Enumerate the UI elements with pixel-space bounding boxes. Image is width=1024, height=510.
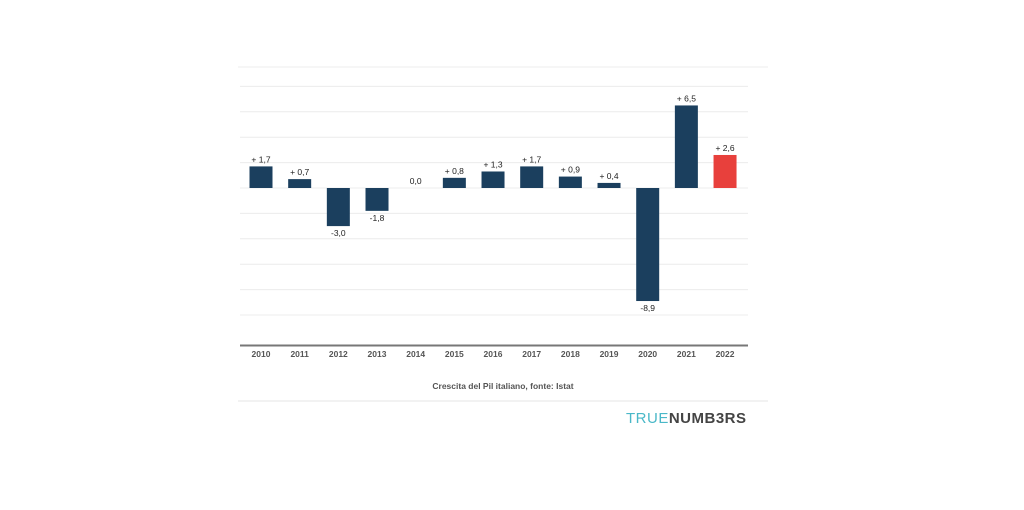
x-tick-2015: 2015 (445, 349, 464, 359)
x-tick-2010: 2010 (252, 349, 271, 359)
data-label-2017: + 1,7 (522, 154, 541, 164)
data-label-2014: 0,0 (410, 176, 422, 186)
truenumbers-logo: TRUENUMB3RS (626, 410, 747, 427)
bar-2013 (365, 188, 389, 211)
x-tick-2020: 2020 (638, 349, 657, 359)
data-label-2013: -1,8 (370, 213, 385, 223)
bar-2018 (558, 176, 582, 188)
data-label-2012: -3,0 (331, 228, 346, 238)
bar-2021 (674, 105, 698, 188)
x-tick-2016: 2016 (484, 349, 503, 359)
data-label-2011: + 0,7 (290, 167, 309, 177)
data-label-2019: + 0,4 (599, 171, 618, 181)
x-tick-2022: 2022 (716, 349, 735, 359)
x-tick-2012: 2012 (329, 349, 348, 359)
bar-2015 (442, 177, 466, 188)
x-tick-2018: 2018 (561, 349, 580, 359)
bar-2010 (249, 166, 273, 188)
x-tick-2019: 2019 (600, 349, 619, 359)
x-tick-2017: 2017 (522, 349, 541, 359)
bar-2019 (597, 182, 621, 188)
bar-2022 (713, 154, 737, 188)
x-tick-2014: 2014 (406, 349, 425, 359)
chart-caption: Crescita del Pil italiano, fonte: Istat (432, 381, 574, 391)
data-label-2015: + 0,8 (445, 166, 464, 176)
bar-2020 (636, 188, 660, 302)
data-label-2018: + 0,9 (561, 165, 580, 175)
data-label-2022: + 2,6 (715, 143, 734, 153)
x-tick-2013: 2013 (368, 349, 387, 359)
x-tick-2011: 2011 (290, 349, 309, 359)
data-label-2016: + 1,3 (483, 159, 502, 169)
bar-2017 (520, 166, 544, 188)
bar-2012 (326, 188, 350, 227)
data-label-2021: + 6,5 (677, 93, 696, 103)
data-label-2010: + 1,7 (251, 154, 270, 164)
bar-2016 (481, 171, 505, 188)
x-tick-2021: 2021 (677, 349, 696, 359)
bar-2011 (288, 179, 312, 188)
data-label-2020: -8,9 (640, 303, 655, 313)
